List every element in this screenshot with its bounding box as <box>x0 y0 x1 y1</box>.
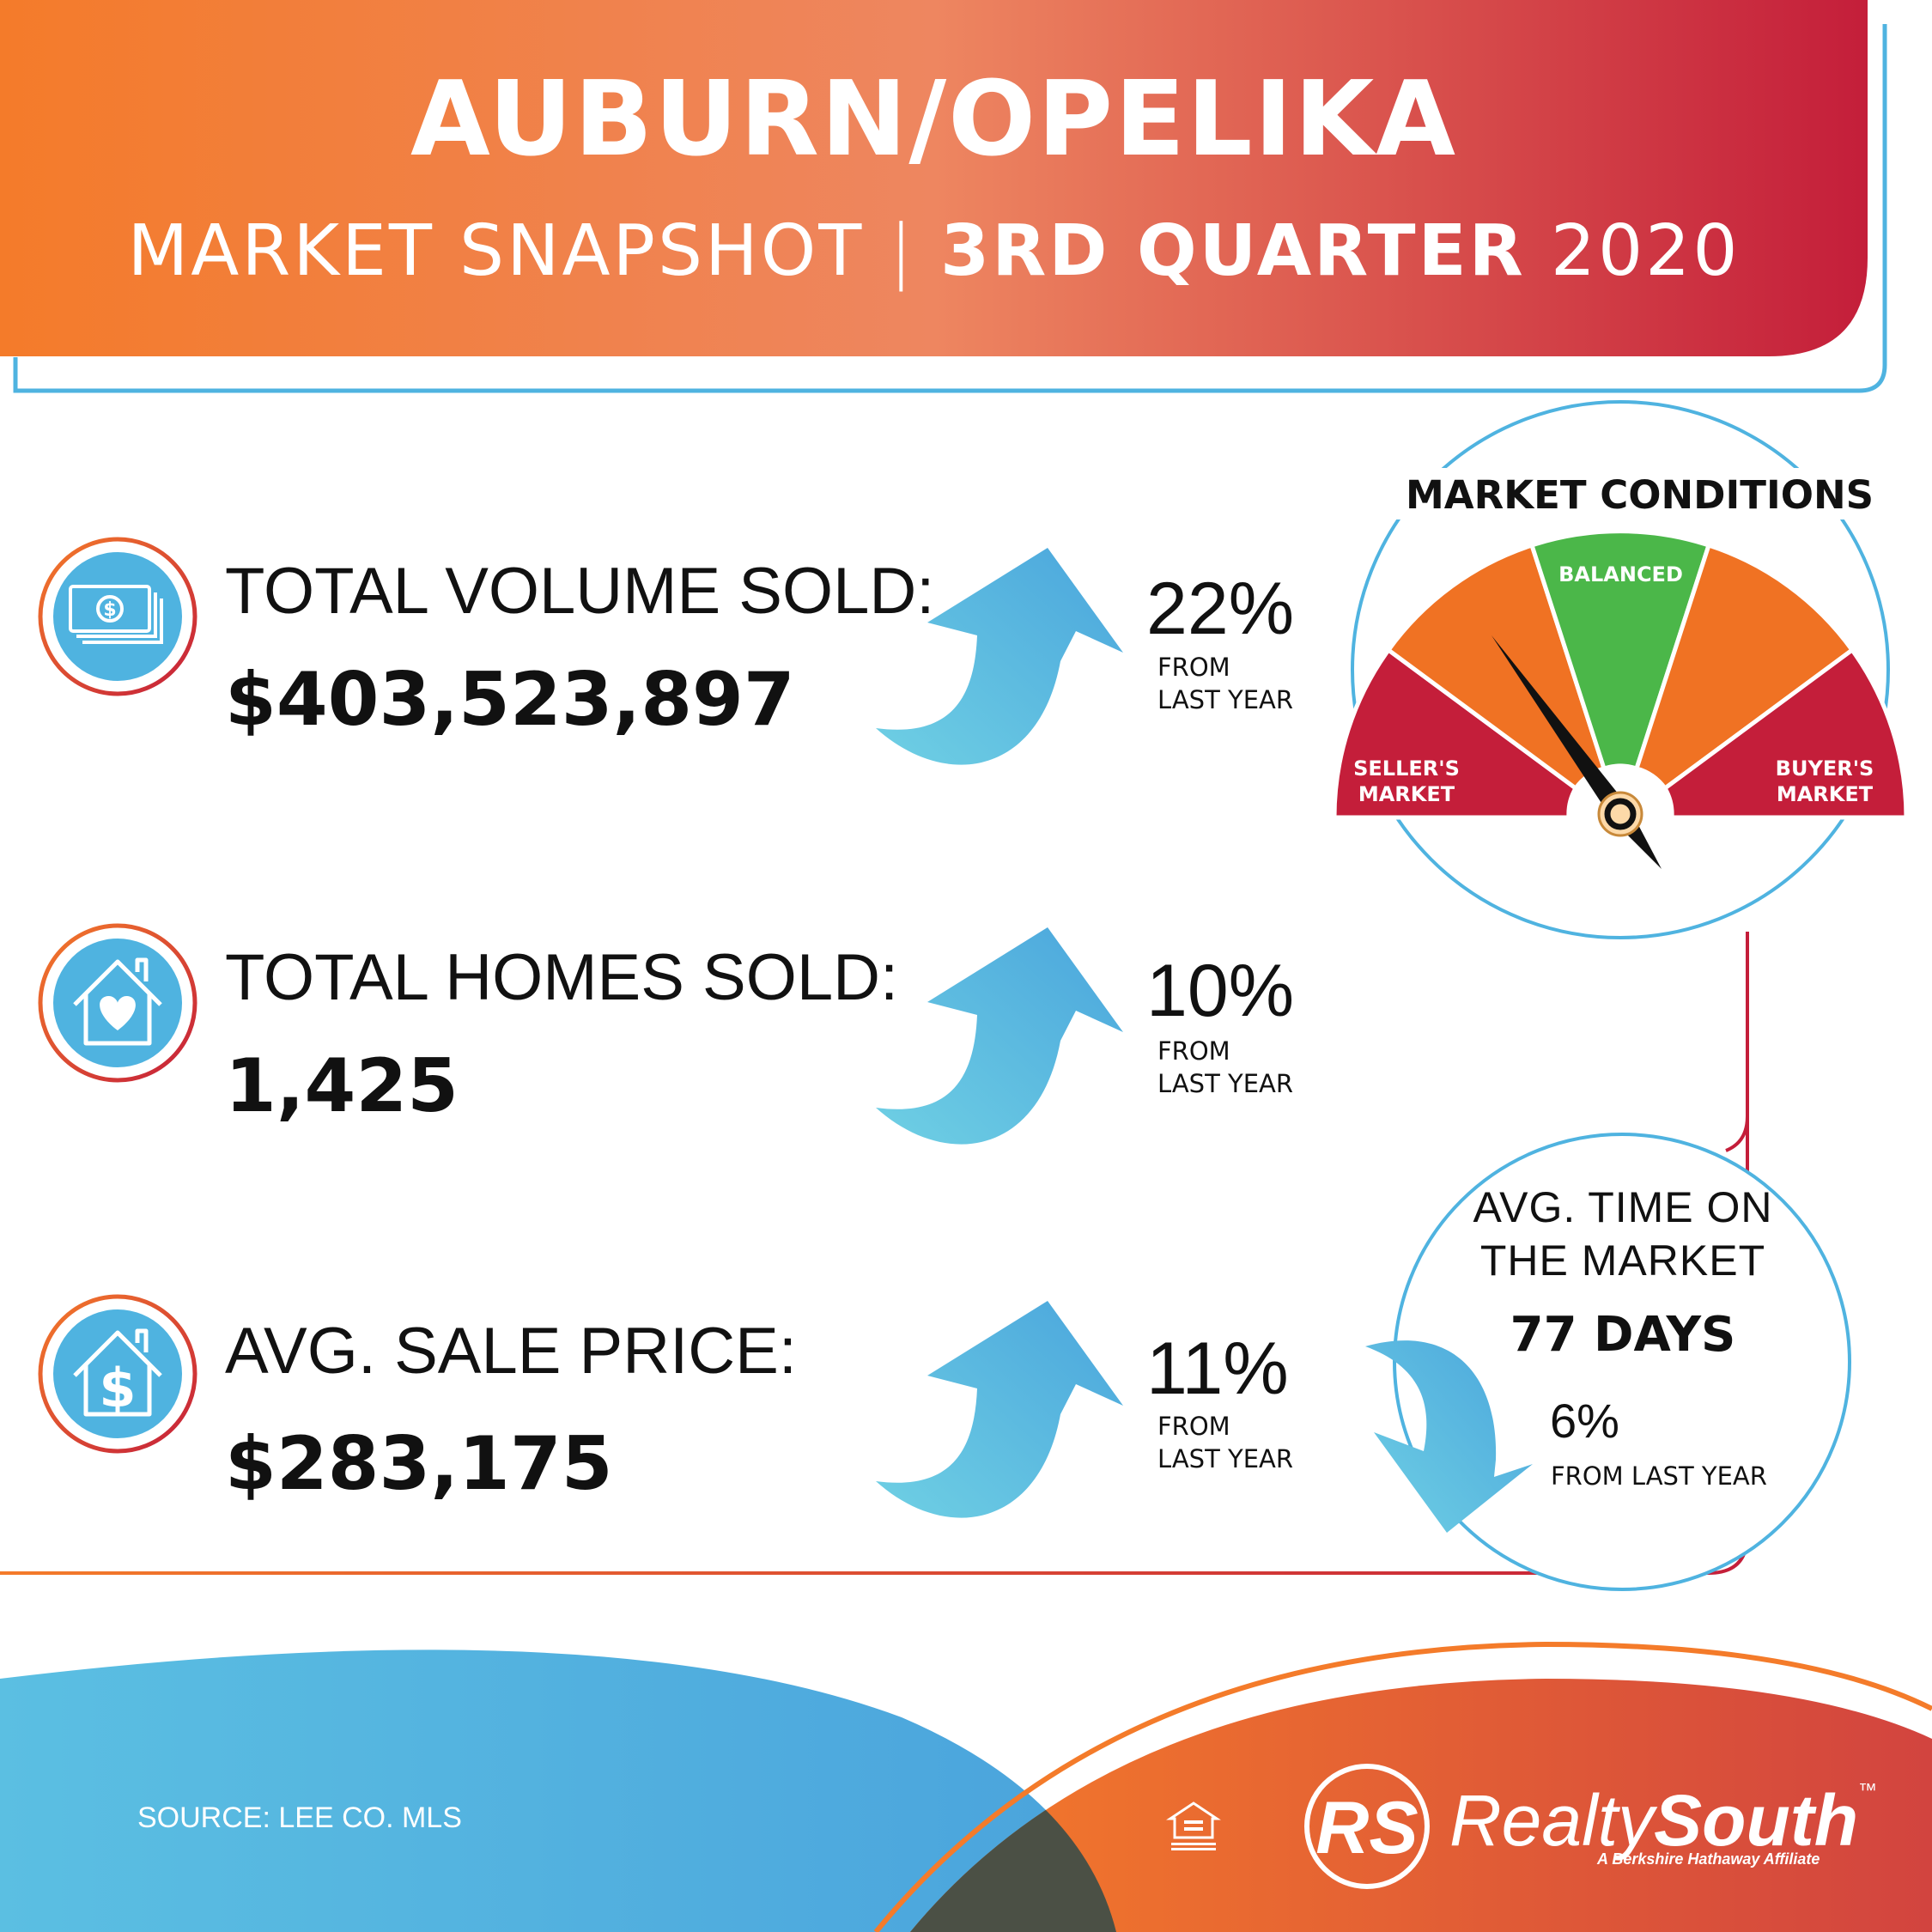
up-arrow-2 <box>876 927 1123 1145</box>
up-arrow-1 <box>876 548 1123 765</box>
subtitle-divider: | <box>889 210 916 292</box>
money-bills-icon <box>69 585 163 644</box>
market-conditions-title: MARKET CONDITIONS <box>1406 472 1874 518</box>
down-arrow <box>1365 1340 1533 1533</box>
footer-blue-wave <box>0 1649 1116 1932</box>
stat-value-price: $283,175 <box>225 1421 613 1507</box>
sellers-line-2: MARKET <box>1358 782 1455 806</box>
subtitle-light: MARKET SNAPSHOT <box>127 210 865 292</box>
brand-name: RealtySouth™ <box>1449 1779 1877 1862</box>
last-year-label: LAST YEAR <box>1157 1069 1294 1098</box>
from-label: FROM <box>1157 1036 1230 1066</box>
stat-label-volume: TOTAL VOLUME SOLD: <box>225 555 935 628</box>
brand-bold: South <box>1654 1780 1859 1861</box>
time-on-market-from: FROM LAST YEAR <box>1551 1461 1767 1491</box>
connector-line <box>1725 932 1749 1152</box>
stat-label-homes: TOTAL HOMES SOLD: <box>225 941 899 1014</box>
sellers-line-1: SELLER'S <box>1353 756 1460 781</box>
time-on-market-days: 77 DAYS <box>1510 1307 1736 1363</box>
tom-line-1: AVG. TIME ON <box>1473 1183 1773 1231</box>
stat-change-volume: 22% <box>1146 568 1295 650</box>
stat-value-homes: 1,425 <box>225 1043 459 1129</box>
gauge-buyers-label: BUYER'S MARKET <box>1765 756 1885 807</box>
svg-text:$: $ <box>99 1357 136 1419</box>
buyers-line-1: BUYER'S <box>1775 756 1874 781</box>
up-arrow-3 <box>876 1301 1123 1518</box>
buyers-line-2: MARKET <box>1776 782 1874 806</box>
stat-value-volume: $403,523,897 <box>225 657 795 743</box>
stat-change-from-volume: FROM LAST YEAR <box>1157 651 1293 716</box>
subtitle-year: 2020 <box>1550 210 1741 292</box>
page-subtitle: MARKET SNAPSHOT | 3RD QUARTER 2020 <box>0 210 1868 292</box>
brand-tagline: A Berkshire Hathaway Affiliate <box>1597 1850 1820 1868</box>
time-on-market-label: AVG. TIME ON THE MARKET <box>1443 1181 1803 1287</box>
stat-change-from-homes: FROM LAST YEAR <box>1157 1035 1293 1100</box>
svg-text:$: $ <box>103 599 116 621</box>
market-conditions-gauge <box>1332 400 1909 939</box>
subtitle-bold: 3RD QUARTER <box>940 210 1526 292</box>
tom-line-2: THE MARKET <box>1479 1236 1766 1285</box>
source-note: SOURCE: LEE CO. MLS <box>137 1801 462 1834</box>
house-dollar-icon <box>73 1328 162 1417</box>
brand-tm: ™ <box>1858 1779 1878 1801</box>
gauge-balanced-segment <box>1528 529 1712 772</box>
footer-wave-line <box>873 1641 1932 1932</box>
gauge-buyers-segment <box>1662 647 1909 820</box>
stat-change-homes: 10% <box>1146 950 1295 1032</box>
logo-letters: RS <box>1315 1787 1418 1869</box>
page-title: AUBURN/OPELIKA <box>410 60 1458 179</box>
header-banner <box>0 0 1868 356</box>
stat-change-price: 11% <box>1146 1327 1289 1410</box>
gauge-sellers-segment <box>1332 647 1579 820</box>
house-heart-icon <box>73 957 162 1046</box>
realtysouth-logo-mark <box>1304 1764 1430 1889</box>
brand-light: Realty <box>1449 1780 1655 1861</box>
stat-change-from-price: FROM LAST YEAR <box>1157 1410 1293 1475</box>
last-year-label: LAST YEAR <box>1157 685 1294 714</box>
gauge-sellers-label: SELLER'S MARKET <box>1346 756 1467 807</box>
stat-label-price: AVG. SALE PRICE: <box>225 1315 797 1388</box>
time-on-market-change: 6% <box>1550 1394 1619 1448</box>
from-label: FROM <box>1157 653 1230 682</box>
from-label: FROM <box>1157 1412 1230 1441</box>
equal-housing-icon <box>1166 1801 1221 1850</box>
gauge-orange-right <box>1633 542 1856 792</box>
header-outline <box>13 24 1887 393</box>
gauge-balanced-label: BALANCED <box>1558 562 1683 586</box>
last-year-label: LAST YEAR <box>1157 1444 1294 1473</box>
